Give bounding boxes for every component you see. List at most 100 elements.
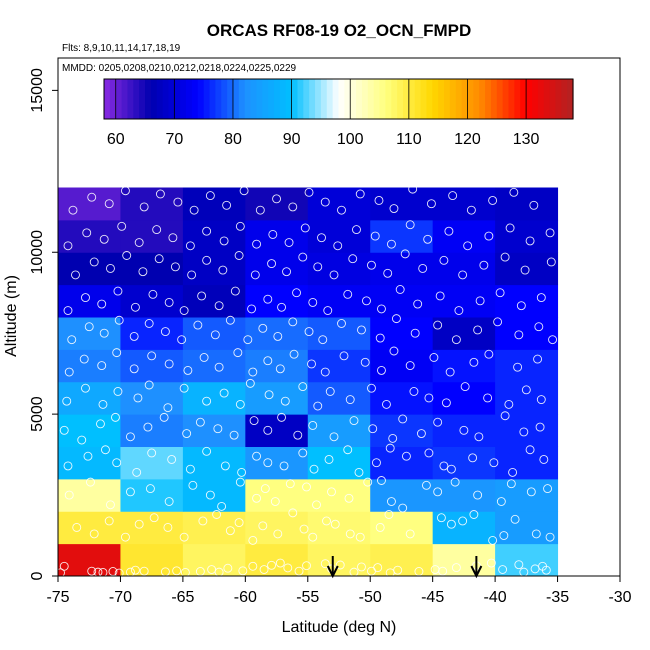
sample-point xyxy=(225,315,235,325)
heatmap-cell xyxy=(307,284,371,318)
sample-point xyxy=(138,267,148,277)
sample-point xyxy=(113,286,123,296)
sample-point xyxy=(125,432,135,442)
sample-point xyxy=(445,367,455,377)
sample-point xyxy=(255,205,265,215)
sample-point xyxy=(117,221,127,231)
sample-point xyxy=(474,432,484,442)
sample-point xyxy=(283,563,293,573)
heatmap-cell xyxy=(370,349,434,383)
sample-point xyxy=(374,195,384,205)
x-tick-label: -60 xyxy=(234,589,257,606)
sample-point xyxy=(222,200,232,210)
heatmap-cell xyxy=(307,252,371,286)
sample-point xyxy=(329,270,339,280)
x-tick-label: -65 xyxy=(171,589,194,606)
sample-point xyxy=(498,565,508,574)
colorbar-segment xyxy=(215,79,222,119)
sample-point xyxy=(97,361,107,371)
sample-point xyxy=(230,286,240,296)
heatmap-cell xyxy=(432,187,496,221)
heatmap-cell xyxy=(58,478,121,512)
colorbar-segment xyxy=(426,79,433,119)
colorbar-segment xyxy=(361,79,369,119)
colorbar-segment xyxy=(104,79,111,119)
sample-point xyxy=(249,416,259,426)
heatmap-cell xyxy=(182,511,246,545)
sample-point xyxy=(63,306,73,315)
sample-point xyxy=(195,567,205,576)
sample-point xyxy=(389,346,399,356)
sample-point xyxy=(288,317,298,327)
sample-point xyxy=(177,335,187,345)
sample-point xyxy=(546,257,556,267)
sample-point xyxy=(179,383,189,393)
sample-point xyxy=(320,197,330,207)
y-tick-label: 15000 xyxy=(29,68,46,113)
sample-point xyxy=(484,231,494,241)
sample-point xyxy=(129,364,139,374)
heatmap-cell xyxy=(182,284,246,318)
sample-point xyxy=(149,513,159,523)
sample-point xyxy=(59,425,69,435)
sample-point xyxy=(147,351,157,361)
sample-point xyxy=(377,365,386,375)
sample-point xyxy=(448,191,458,201)
sample-point xyxy=(409,387,419,396)
heatmap-cell xyxy=(495,187,559,221)
heatmap-cell xyxy=(245,317,309,350)
heatmap-cell xyxy=(495,252,559,286)
heatmap-cells xyxy=(58,187,559,577)
heatmap-cell xyxy=(182,219,246,253)
heatmap-cell xyxy=(58,187,121,221)
sample-point xyxy=(71,270,80,280)
sample-point xyxy=(469,357,479,367)
sample-point xyxy=(63,241,73,251)
sample-point xyxy=(436,513,446,523)
sample-point xyxy=(533,354,543,364)
sample-point xyxy=(454,306,464,315)
sample-point xyxy=(104,199,114,209)
sample-point xyxy=(337,205,346,215)
colorbar-segment xyxy=(268,79,275,119)
sample-point xyxy=(202,396,212,406)
sample-point xyxy=(446,464,456,474)
sample-point xyxy=(377,476,386,485)
sample-point xyxy=(62,396,72,406)
colorbar-segment xyxy=(186,79,193,119)
y-axis: 0 5000 10000 15000 xyxy=(29,68,59,580)
heatmap-cell xyxy=(307,317,371,350)
heatmap-cell xyxy=(245,511,309,545)
heatmap-cell xyxy=(495,414,559,447)
sample-point xyxy=(248,535,258,545)
y-tick-label: 0 xyxy=(29,571,46,580)
sample-point xyxy=(83,451,93,461)
sample-point xyxy=(77,435,87,445)
sample-point xyxy=(441,398,451,408)
sample-point xyxy=(214,301,224,311)
sample-point xyxy=(433,487,443,497)
heatmap-cell xyxy=(307,381,371,415)
sample-point xyxy=(214,362,224,372)
sample-point xyxy=(258,323,268,333)
heatmap-cell xyxy=(58,252,121,286)
heatmap-cell xyxy=(58,284,121,318)
colorbar-segment xyxy=(168,79,175,119)
sample-point xyxy=(298,382,308,392)
heatmap-cell xyxy=(245,381,309,415)
sample-point xyxy=(439,255,449,265)
sample-point xyxy=(513,362,523,372)
colorbar-segment xyxy=(203,79,211,119)
sample-point xyxy=(258,521,268,531)
sample-point xyxy=(273,529,283,539)
sample-point xyxy=(450,477,460,487)
sample-point xyxy=(263,294,273,304)
sample-point xyxy=(384,510,394,519)
sample-point xyxy=(539,455,549,464)
sample-point xyxy=(263,458,273,468)
sample-point xyxy=(536,395,546,405)
heatmap-cell xyxy=(370,511,434,545)
colorbar-segment xyxy=(485,79,492,119)
heatmap-cell xyxy=(307,349,371,383)
sample-point xyxy=(106,263,115,273)
